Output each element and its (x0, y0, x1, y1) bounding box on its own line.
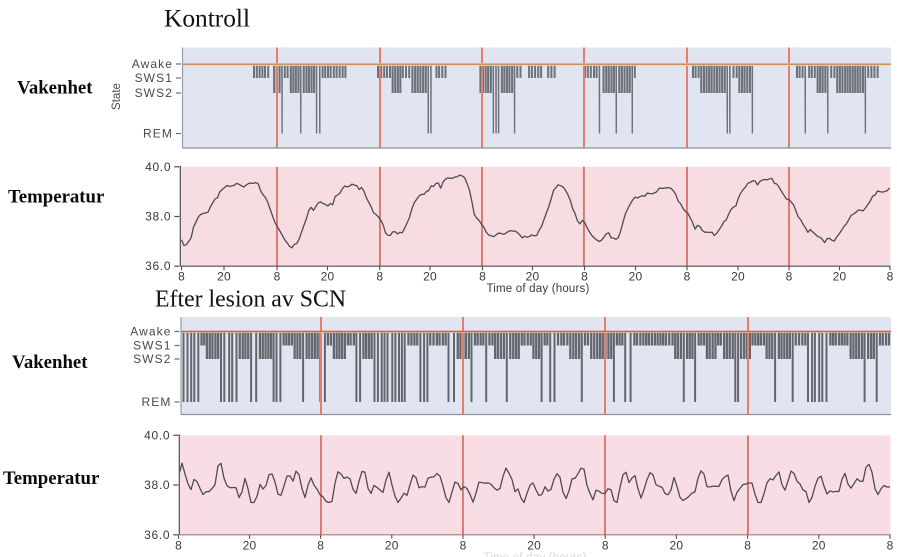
svg-text:20: 20 (527, 538, 541, 552)
svg-text:Temperatur: Temperatur (3, 468, 99, 489)
svg-text:8: 8 (317, 538, 324, 552)
svg-text:38.0: 38.0 (145, 210, 171, 224)
svg-text:REM: REM (142, 395, 172, 409)
svg-text:36.0: 36.0 (144, 528, 170, 542)
svg-text:36.0: 36.0 (145, 259, 171, 273)
svg-text:SWS2: SWS2 (133, 352, 171, 366)
svg-text:38.0: 38.0 (144, 478, 170, 492)
svg-text:Vakenhet: Vakenhet (12, 352, 88, 373)
svg-text:8: 8 (274, 270, 281, 284)
svg-text:8: 8 (178, 270, 185, 284)
svg-text:20: 20 (731, 270, 745, 284)
svg-text:Awake: Awake (130, 325, 171, 339)
svg-text:20: 20 (812, 538, 826, 552)
svg-text:Kontroll: Kontroll (164, 4, 250, 32)
svg-text:8: 8 (786, 270, 793, 284)
svg-text:Efter lesion av SCN: Efter lesion av SCN (155, 287, 346, 313)
svg-text:Time of day (hours): Time of day (hours) (483, 552, 586, 557)
svg-text:8: 8 (744, 538, 751, 552)
svg-text:20: 20 (526, 270, 540, 284)
svg-text:Time of day (hours): Time of day (hours) (486, 283, 589, 295)
svg-text:8: 8 (175, 538, 182, 552)
svg-text:8: 8 (887, 270, 894, 284)
svg-text:20: 20 (670, 538, 684, 552)
svg-text:SWS1: SWS1 (135, 71, 173, 85)
svg-text:8: 8 (460, 538, 467, 552)
svg-text:40.0: 40.0 (144, 428, 170, 442)
svg-text:20: 20 (833, 270, 847, 284)
svg-text:SWS1: SWS1 (133, 339, 171, 353)
svg-text:8: 8 (887, 538, 894, 552)
svg-text:SWS2: SWS2 (135, 86, 173, 100)
svg-text:8: 8 (376, 270, 383, 284)
svg-text:20: 20 (423, 270, 437, 284)
svg-text:20: 20 (243, 538, 257, 552)
svg-text:20: 20 (629, 270, 643, 284)
svg-text:20: 20 (385, 538, 399, 552)
svg-text:8: 8 (581, 270, 588, 284)
svg-text:Awake: Awake (132, 57, 173, 71)
svg-text:Temperatur: Temperatur (8, 187, 104, 208)
svg-text:20: 20 (321, 270, 335, 284)
svg-text:8: 8 (479, 270, 486, 284)
svg-text:State: State (111, 83, 123, 110)
svg-text:8: 8 (602, 538, 609, 552)
svg-text:8: 8 (684, 270, 691, 284)
svg-text:REM: REM (143, 127, 173, 141)
svg-text:Vakenhet: Vakenhet (17, 77, 93, 98)
svg-text:20: 20 (217, 270, 231, 284)
svg-text:40.0: 40.0 (145, 160, 171, 174)
